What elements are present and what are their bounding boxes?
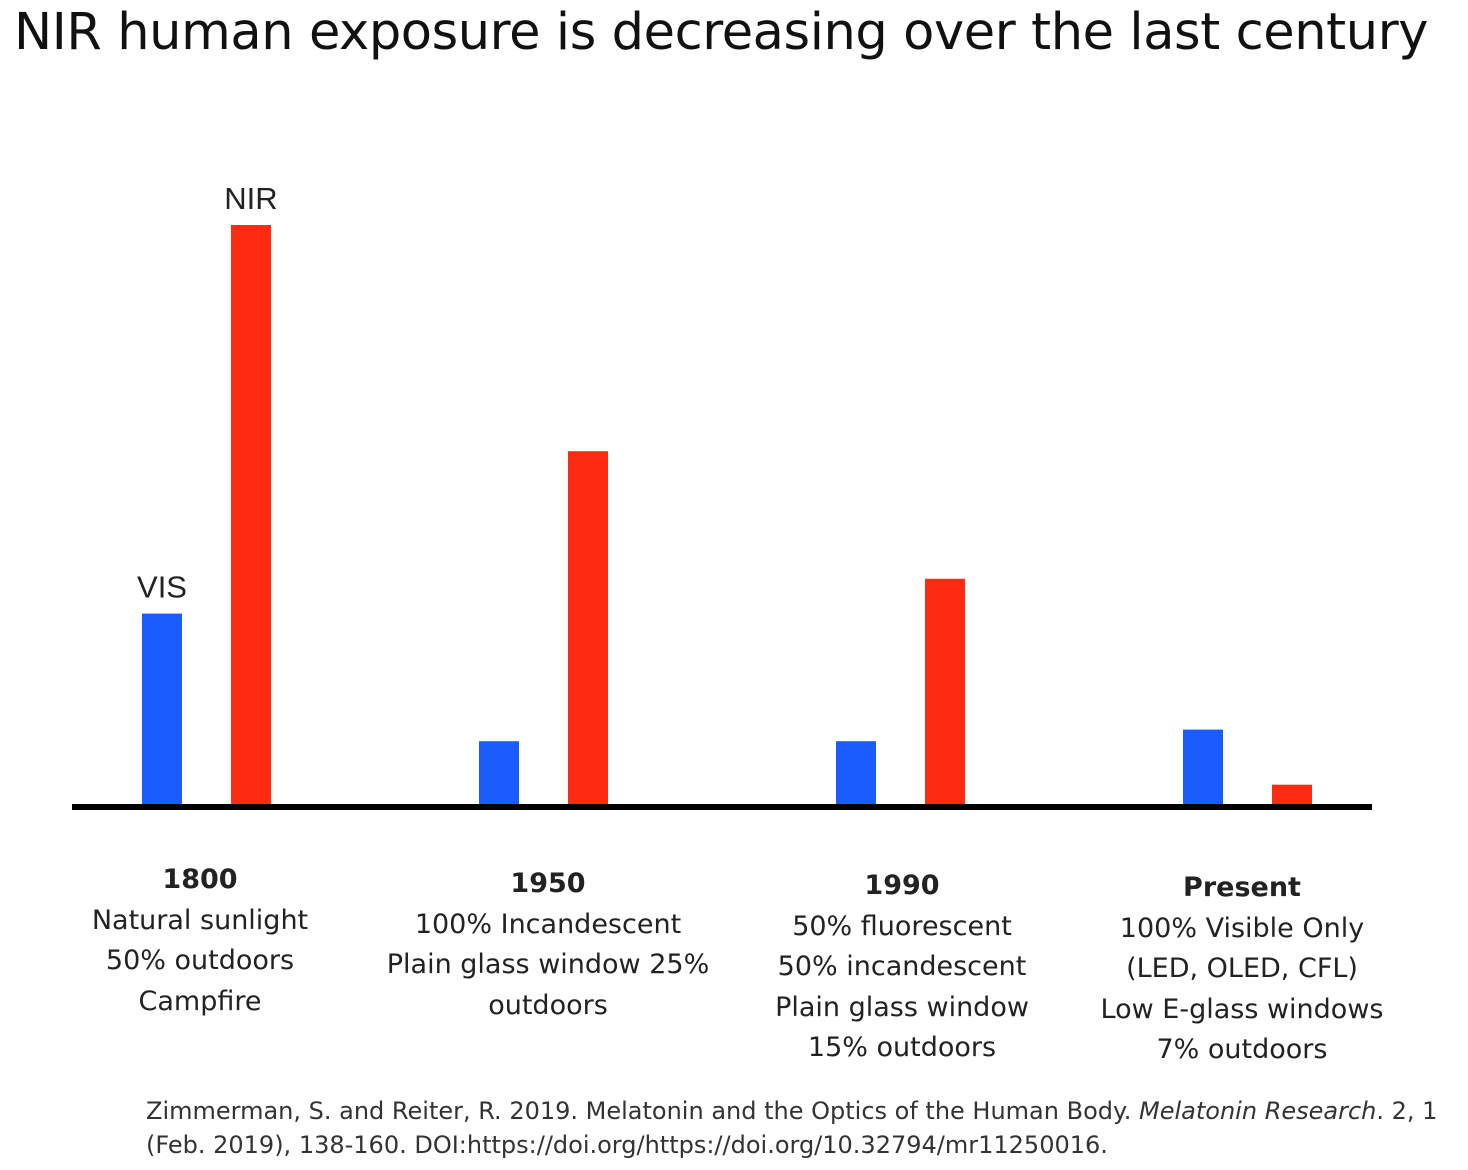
category-detail-line: 7% outdoors (1156, 1034, 1328, 1065)
category-year: 1800 (162, 864, 238, 895)
category-detail-line: Natural sunlight (91, 904, 309, 936)
nir-bar-1800 (231, 225, 271, 805)
bar-chart: VIS NIR (72, 181, 1372, 810)
nir-bar-1990 (925, 578, 965, 805)
category-detail-line: 50% fluorescent (792, 910, 1012, 942)
category-label-1950: 1950 100% Incandescent Plain glass windo… (368, 864, 728, 1026)
category-detail-line: Campfire (138, 985, 262, 1017)
category-detail-line: Plain glass window 25% (386, 949, 710, 980)
vis-bar-1950 (479, 741, 519, 805)
category-detail-line: 100% Visible Only (1119, 912, 1365, 944)
category-detail-line: 50% outdoors (105, 945, 295, 976)
page-title: NIR human exposure is decreasing over th… (14, 3, 1429, 62)
series-label-vis: VIS (137, 570, 187, 605)
category-label-1990: 1990 50% fluorescent 50% incandescent Pl… (722, 866, 1082, 1069)
category-detail-line: (LED, OLED, CFL) (1126, 953, 1358, 984)
category-year: Present (1183, 872, 1301, 903)
nir-bar-present (1272, 784, 1312, 805)
nir-bar-1950 (568, 451, 608, 805)
vis-bar-1990 (836, 741, 876, 805)
vis-bar-present (1183, 729, 1223, 805)
category-year: 1990 (864, 870, 940, 901)
category-label-1800: 1800 Natural sunlight 50% outdoors Campf… (20, 860, 380, 1022)
citation-text: Zimmerman, S. and Reiter, R. 2019. Melat… (146, 1097, 1140, 1125)
series-label-nir: NIR (224, 181, 277, 216)
citation-text: . 2, 1 (Feb. 2019), 138-160. DOI:https:/… (146, 1097, 1438, 1159)
category-detail-line: 100% Incandescent (414, 908, 682, 940)
category-detail-line: Low E-glass windows (1100, 993, 1384, 1025)
citation-journal: Melatonin Research (1139, 1097, 1377, 1125)
category-detail-line: 15% outdoors (807, 1032, 997, 1063)
citation: Zimmerman, S. and Reiter, R. 2019. Melat… (146, 1094, 1446, 1162)
category-detail-line: outdoors (488, 989, 608, 1021)
category-label-present: Present 100% Visible Only (LED, OLED, CF… (1062, 868, 1422, 1071)
vis-bar-1800 (142, 613, 182, 805)
category-detail-line: 50% incandescent (777, 951, 1027, 982)
category-detail-line: Plain glass window (775, 991, 1029, 1023)
category-year: 1950 (510, 868, 586, 899)
